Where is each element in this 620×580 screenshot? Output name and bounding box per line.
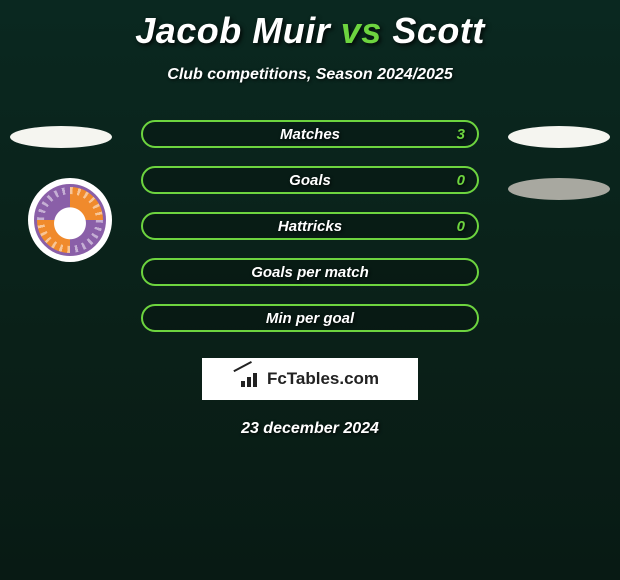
stat-bar-hattricks: Hattricks 0 bbox=[141, 212, 479, 240]
fctables-badge: FcTables.com bbox=[202, 358, 418, 400]
stat-label: Hattricks bbox=[278, 218, 342, 235]
player2-name: Scott bbox=[392, 10, 485, 51]
player1-name: Jacob Muir bbox=[135, 10, 330, 51]
bar-chart-icon bbox=[241, 371, 261, 387]
stat-value: 3 bbox=[457, 126, 465, 143]
club-logo bbox=[28, 178, 112, 262]
fctables-text: FcTables.com bbox=[267, 369, 379, 389]
stat-value: 0 bbox=[457, 172, 465, 189]
stat-bar-goals: Goals 0 bbox=[141, 166, 479, 194]
subtitle: Club competitions, Season 2024/2025 bbox=[0, 66, 620, 84]
stat-label: Matches bbox=[280, 126, 340, 143]
player1-shadow-ellipse bbox=[10, 126, 112, 148]
snapshot-date: 23 december 2024 bbox=[0, 420, 620, 438]
stat-bar-goals-per-match: Goals per match bbox=[141, 258, 479, 286]
stat-label: Goals per match bbox=[251, 264, 369, 281]
stat-label: Goals bbox=[289, 172, 331, 189]
player2-shadow-ellipse-2 bbox=[508, 178, 610, 200]
stat-value: 0 bbox=[457, 218, 465, 235]
stat-bar-min-per-goal: Min per goal bbox=[141, 304, 479, 332]
vs-word: vs bbox=[341, 10, 382, 51]
stat-label: Min per goal bbox=[266, 310, 354, 327]
comparison-title: Jacob Muir vs Scott bbox=[0, 0, 620, 52]
perth-glory-logo-icon bbox=[34, 184, 106, 256]
player2-shadow-ellipse-1 bbox=[508, 126, 610, 148]
stat-bar-matches: Matches 3 bbox=[141, 120, 479, 148]
